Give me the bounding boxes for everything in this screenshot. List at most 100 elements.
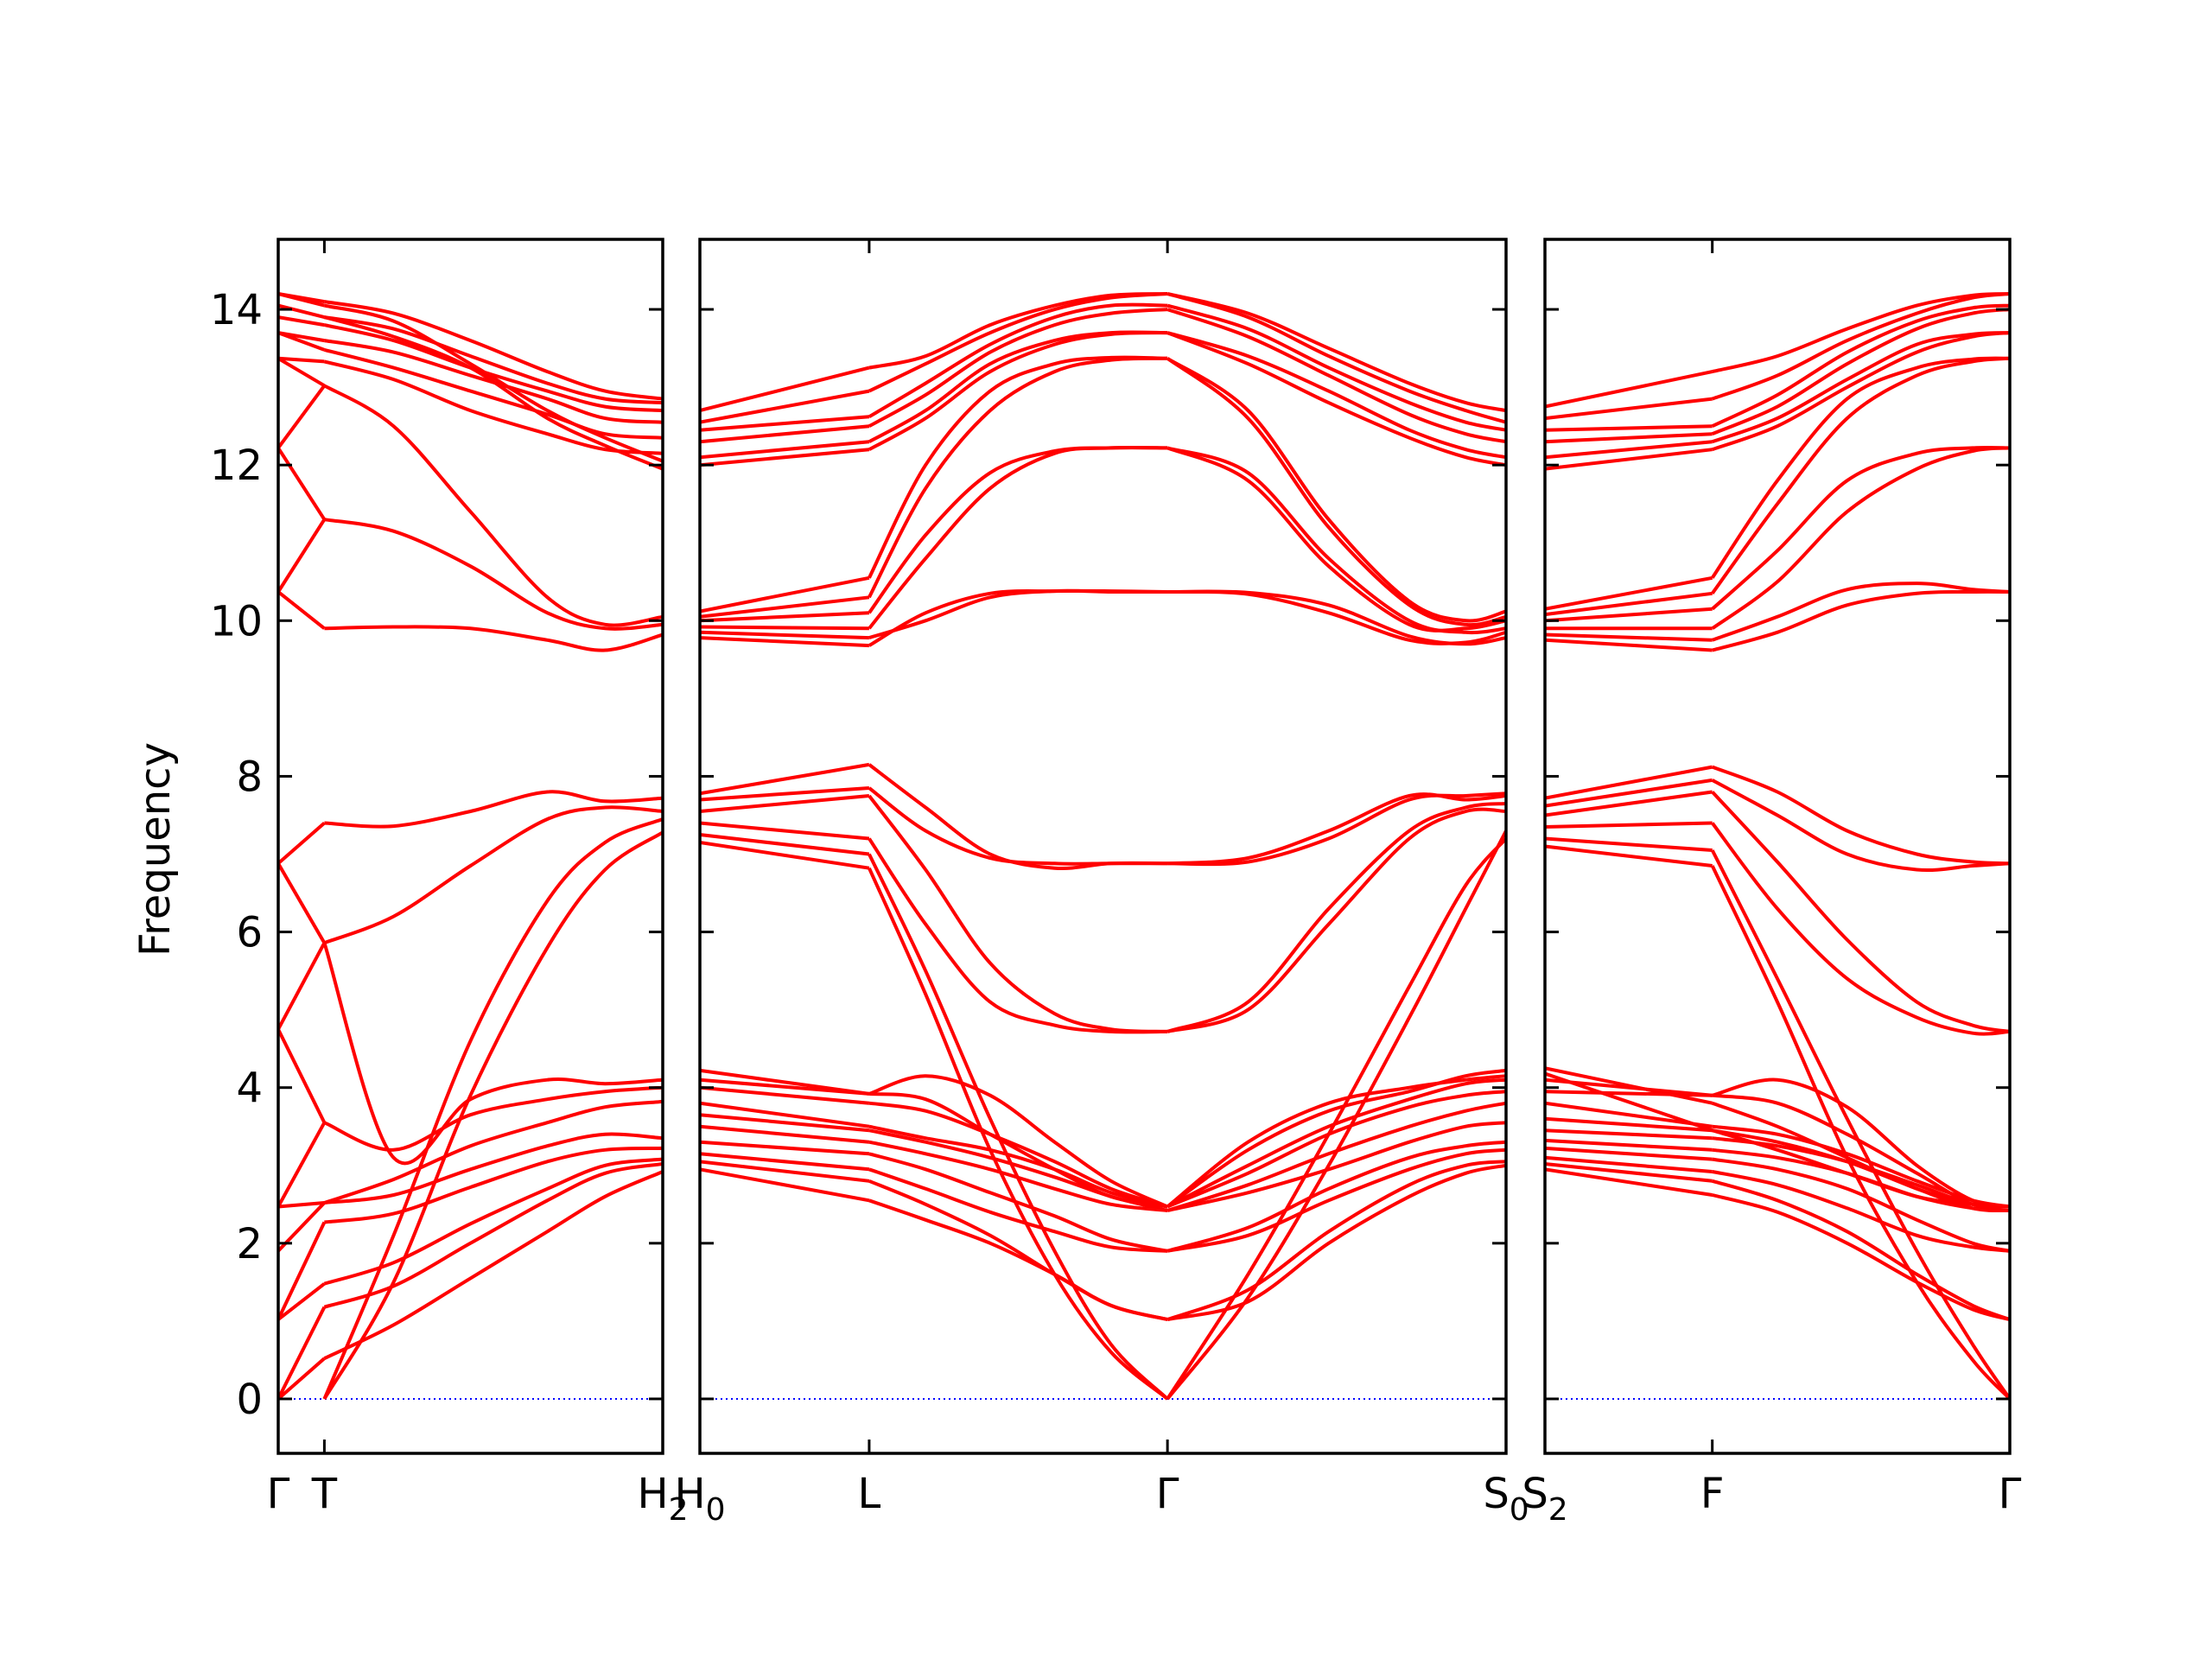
band-line-s3-b3 — [1166, 1163, 1506, 1322]
band-line-s2-b4 — [324, 1146, 663, 1224]
band-line-s2-b19 — [1712, 589, 2010, 652]
y-tick-label-6: 6 — [236, 909, 263, 957]
band-line-s2-b21 — [1711, 446, 2010, 630]
band-line-s1-b17 — [700, 636, 869, 648]
panel-frame — [276, 238, 664, 1455]
band-line-s2-b20 — [324, 315, 663, 405]
band-line-s1-b20 — [278, 315, 325, 327]
band-line-s1-b4 — [278, 1221, 327, 1320]
band-line-s3-b8 — [1166, 1101, 1506, 1212]
band-line-s2-b3 — [323, 1157, 663, 1286]
band-line-s3-b22 — [1166, 357, 1506, 623]
band-line-s1-b7 — [278, 1122, 327, 1208]
band-line-s1-b22 — [700, 575, 870, 613]
band-line-s1-b5 — [700, 1124, 870, 1144]
band-line-s1-b16 — [700, 762, 870, 796]
band-line-s3-b19 — [1166, 446, 1506, 635]
y-tick-label-4: 4 — [236, 1065, 263, 1113]
band-line-s1-b29 — [1545, 397, 1713, 421]
band-line-s3-b12 — [1166, 1068, 1506, 1209]
band-line-s1-b22 — [1545, 607, 1713, 623]
y-tick-label-8: 8 — [236, 753, 263, 801]
band-line-s2-b19 — [323, 323, 663, 413]
band-line-s2-b18 — [868, 588, 1168, 640]
band-line-s2-b13 — [324, 625, 663, 652]
band-line-s1-b28 — [700, 365, 870, 413]
band-line-s2-b2 — [1712, 1179, 2010, 1321]
band-line-s1-b15 — [700, 786, 870, 802]
band-line-s1-b16 — [278, 357, 326, 388]
band-line-s1-b23 — [278, 292, 325, 308]
band-line-s1-b6 — [700, 1113, 870, 1133]
band-line-s2-b28 — [1711, 303, 2010, 428]
y-tick-label-0: 0 — [236, 1376, 263, 1424]
y-axis-title: Frequency — [131, 742, 180, 957]
band-line-s1-b28 — [1545, 424, 1713, 432]
band-line-s3-b6 — [1166, 1140, 1506, 1253]
band-line-s2-b25 — [1712, 331, 2010, 452]
panel-bands — [1545, 292, 2010, 1401]
panel-frame — [698, 238, 1508, 1455]
x-tick-label-3-3: Γ — [1999, 1470, 2022, 1518]
band-line-s2-b17 — [1711, 779, 2010, 872]
band-line-s2-b21 — [324, 300, 663, 401]
band-line-s1-b14 — [278, 447, 327, 521]
band-line-s1-b12 — [1545, 1066, 1713, 1105]
band-line-s2-b24 — [868, 330, 1168, 443]
band-line-s2-b2 — [323, 1162, 663, 1309]
band-line-s2-b1 — [323, 1170, 663, 1360]
band-line-s2-b2 — [868, 1179, 1168, 1322]
band-line-s3-b25 — [1166, 308, 1506, 444]
band-line-s1-b27 — [700, 389, 870, 424]
band-line-s2-b17 — [323, 347, 663, 440]
band-line-s2-b8 — [868, 1101, 1168, 1209]
band-line-s2-b5 — [324, 1132, 663, 1205]
band-line-s2-b12 — [868, 853, 1169, 1401]
band-line-s2-b16 — [1711, 791, 2010, 1033]
band-line-s1-b9 — [278, 942, 327, 1031]
band-line-s2-b25 — [868, 308, 1168, 428]
x-tick-label-2-1: H0 — [675, 1470, 726, 1528]
band-line-s1-b14 — [700, 794, 870, 813]
panel-3: S2 F Γ — [1522, 238, 2022, 1528]
band-line-s2-b29 — [1712, 292, 2010, 401]
band-line-s1-b15 — [1545, 821, 1713, 829]
band-line-s2-b13 — [868, 837, 1168, 1034]
band-line-s1-b3 — [700, 1152, 870, 1172]
band-line-s2-b9 — [323, 805, 663, 945]
band-line-s2-b26 — [868, 302, 1168, 419]
band-line-s2-b9 — [868, 1074, 1168, 1209]
band-line-s1-b7 — [700, 1101, 870, 1128]
y-tick-label-2: 2 — [236, 1220, 263, 1268]
band-line-s2-b11 — [322, 830, 663, 1401]
band-line-s1-b6 — [278, 1201, 325, 1209]
band-line-s3-b4 — [1166, 1160, 1506, 1321]
band-line-s1-b5 — [1545, 1138, 1713, 1152]
band-line-s2-b26 — [1712, 331, 2010, 444]
band-line-s1-b11 — [700, 841, 870, 870]
band-line-s2-b10 — [324, 790, 663, 829]
band-line-s2-b27 — [868, 292, 1168, 393]
band-line-s1-b2 — [1545, 1162, 1713, 1183]
band-line-s1-b14 — [1545, 836, 1713, 852]
y-tick-label-12: 12 — [210, 442, 263, 490]
band-line-s1-b23 — [700, 448, 870, 467]
x-tick-label-3-2: F — [1700, 1470, 1725, 1518]
band-line-s1-b20 — [1545, 632, 1713, 642]
band-line-s1-b26 — [1545, 440, 1713, 460]
band-line-s2-b30 — [1712, 292, 2010, 374]
band-line-s1-b18 — [700, 630, 869, 640]
panel-1: Γ T H2 — [267, 238, 689, 1528]
band-line-s1-b19 — [278, 331, 325, 343]
band-line-s3-b26 — [1166, 303, 1506, 432]
band-line-s1-b1 — [278, 1357, 326, 1401]
band-line-s1-b1 — [1545, 1167, 1713, 1197]
band-line-s2-b14 — [324, 518, 663, 631]
band-line-s3-b18 — [1167, 589, 1506, 645]
band-line-s1-b10 — [278, 862, 327, 944]
band-line-s2-b16 — [868, 763, 1168, 871]
x-tick-label-1-3: H2 — [638, 1470, 689, 1528]
band-line-s3-b23 — [1166, 331, 1506, 467]
band-line-s3-b9 — [1166, 1090, 1506, 1209]
